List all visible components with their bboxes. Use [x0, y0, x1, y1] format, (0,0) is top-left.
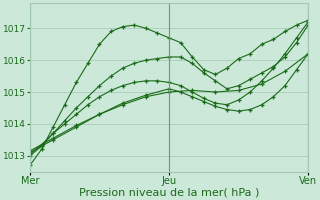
- X-axis label: Pression niveau de la mer( hPa ): Pression niveau de la mer( hPa ): [79, 187, 259, 197]
